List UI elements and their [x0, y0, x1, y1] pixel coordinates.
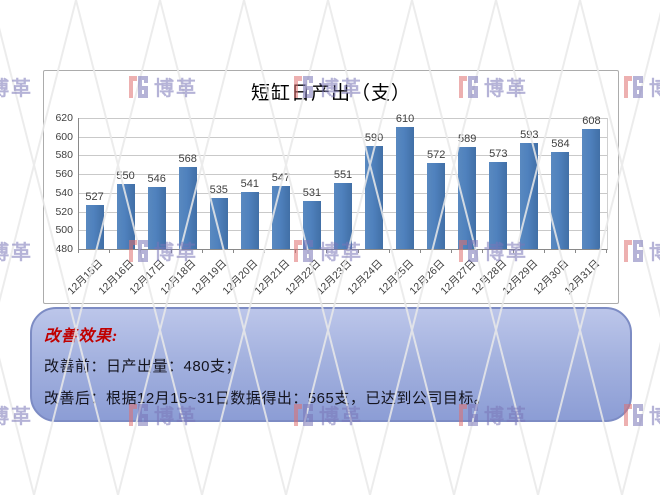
brand-text: 博革 [0, 406, 33, 428]
bar-value-label: 527 [85, 191, 104, 204]
brand-text: 博革 [649, 400, 660, 429]
bar [334, 182, 352, 249]
brand-watermark: 博革 [0, 236, 33, 265]
plot-area: 527 550 546 568 535 541 547 531 551 590 610 572 589 5… [78, 113, 608, 250]
y-axis-tick-label: 600 [55, 130, 73, 143]
brand-logo-icon [624, 75, 643, 98]
bar [427, 162, 446, 249]
axis-tick [481, 249, 483, 253]
bar-value-label: 551 [333, 168, 353, 181]
bar [396, 127, 415, 249]
axis-tick [78, 249, 79, 253]
bar-value-label: 572 [426, 148, 446, 161]
brand-watermark: 博革 [622, 236, 660, 265]
callout-line-after: 改善后：根据12月15~31日数据得出：565支，已达到公司目标。 [44, 390, 490, 407]
callout-line-before: 改善前：日产出量：480支； [44, 358, 242, 375]
bar [520, 143, 539, 249]
callout-heading: 改善效果: [44, 328, 119, 345]
bar-value-label: 573 [489, 147, 508, 160]
y-axis-tick-label: 480 [55, 243, 73, 255]
y-axis-tick-label: 560 [55, 168, 73, 181]
bar-value-label: 568 [178, 152, 197, 165]
axis-tick [450, 249, 452, 253]
axis-tick [543, 249, 545, 253]
y-axis-tick-label: 580 [55, 149, 73, 162]
brand-text: 博革 [649, 72, 660, 101]
bar-value-label: 541 [240, 177, 259, 190]
gridline [79, 118, 607, 119]
brand-text: 博革 [649, 236, 660, 265]
axis-tick [140, 249, 142, 253]
bar-value-label: 610 [395, 113, 415, 126]
bar-value-label: 590 [364, 132, 384, 145]
bar [302, 201, 321, 249]
axis-tick [295, 249, 297, 253]
axis-tick [233, 249, 235, 253]
axis-tick [388, 249, 390, 253]
brand-watermark: 博革 [622, 72, 660, 101]
y-axis-tick-label: 540 [55, 186, 73, 199]
axis-tick [109, 249, 111, 253]
bar-value-label: 589 [458, 133, 477, 145]
bar [116, 183, 135, 249]
bar [365, 146, 384, 249]
bar [458, 147, 477, 249]
bar [551, 151, 570, 249]
bar-value-label: 547 [271, 172, 291, 185]
production-chart: 短缸日产出（支） 527 550 546 568 535 541 547 531 551 590 6… [43, 70, 619, 304]
bar [240, 191, 259, 249]
axis-tick [171, 249, 173, 253]
brand-watermark: 博革 [0, 400, 33, 429]
bar-value-label: 593 [520, 129, 539, 142]
axis-tick [357, 249, 359, 253]
brand-text: 博革 [0, 242, 33, 264]
bar [582, 129, 601, 249]
brand-text: 博革 [0, 78, 33, 100]
chart-title: 短缸日产出（支） [250, 83, 411, 104]
brand-watermark: 博革 [0, 72, 33, 101]
bar [489, 161, 508, 249]
axis-tick [202, 249, 204, 253]
axis-tick [264, 249, 266, 253]
axis-tick [512, 249, 514, 253]
bar-value-label: 546 [147, 173, 166, 186]
axis-tick [574, 249, 576, 253]
bar-value-label: 608 [582, 115, 601, 128]
bar-value-label: 584 [551, 137, 570, 150]
brand-logo-icon [624, 239, 643, 262]
y-axis-tick-label: 620 [55, 112, 73, 124]
bar-value-label: 531 [302, 187, 322, 200]
y-axis-tick-label: 520 [55, 205, 73, 218]
bar [178, 166, 197, 249]
axis-tick [419, 249, 421, 253]
improvement-callout: 改善效果: 改善前：日产出量：480支； 改善后：根据12月15~31日数据得出… [30, 307, 632, 422]
bar [209, 197, 228, 249]
axis-tick [326, 249, 328, 253]
bar-value-label: 550 [116, 169, 135, 182]
bar [147, 187, 166, 249]
bar [85, 205, 104, 249]
bar [271, 186, 290, 249]
axis-tick [606, 249, 607, 253]
y-axis-tick-label: 500 [55, 224, 73, 237]
bar-value-label: 535 [209, 183, 228, 196]
